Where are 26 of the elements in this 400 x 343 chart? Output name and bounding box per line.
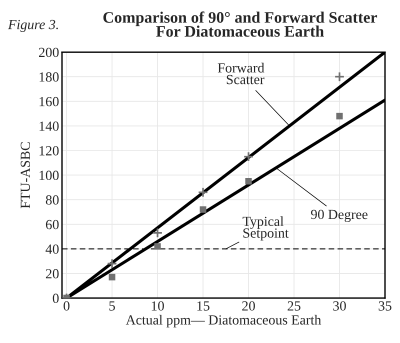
x-tick-label: 15	[197, 301, 210, 311]
y-tick-label: 200	[39, 48, 59, 58]
y-tick-label: 120	[40, 146, 59, 156]
x-tick-label: 0	[64, 301, 70, 311]
y-tick-label: 140	[40, 122, 59, 131]
x-tick-label: 20	[242, 301, 255, 311]
y-tick-label: 40	[46, 244, 59, 254]
annotation: 90 Degree	[310, 210, 368, 222]
annotation: Forward Scatter	[218, 62, 264, 84]
x-tick-label: 10	[152, 301, 164, 311]
y-tick-label: 80	[46, 195, 59, 205]
x-tick-label: 25	[288, 301, 300, 311]
y-tick-label: 0	[52, 294, 59, 304]
y-axis-title: FTU-ASBC	[20, 142, 30, 208]
x-axis-title: Actual ppm— Diatomaceous Earth	[126, 314, 322, 328]
y-tick-label: 160	[40, 96, 59, 106]
y-tick-label: 60	[46, 220, 59, 230]
y-tick-label: 180	[40, 72, 59, 82]
y-tick-label: 100	[40, 170, 59, 180]
y-tick-label: 20	[46, 269, 59, 278]
x-tick-label: 30	[333, 301, 346, 311]
x-tick-label: 35	[378, 301, 392, 311]
x-tick-label: 5	[109, 301, 115, 311]
chart-title: Comparison of 90° and Forward Scatter For Diatomaceous Earth	[103, 11, 378, 37]
caption: Figure 3.	[8, 20, 58, 32]
ref-line-label: Typical Setpoint	[242, 216, 289, 241]
